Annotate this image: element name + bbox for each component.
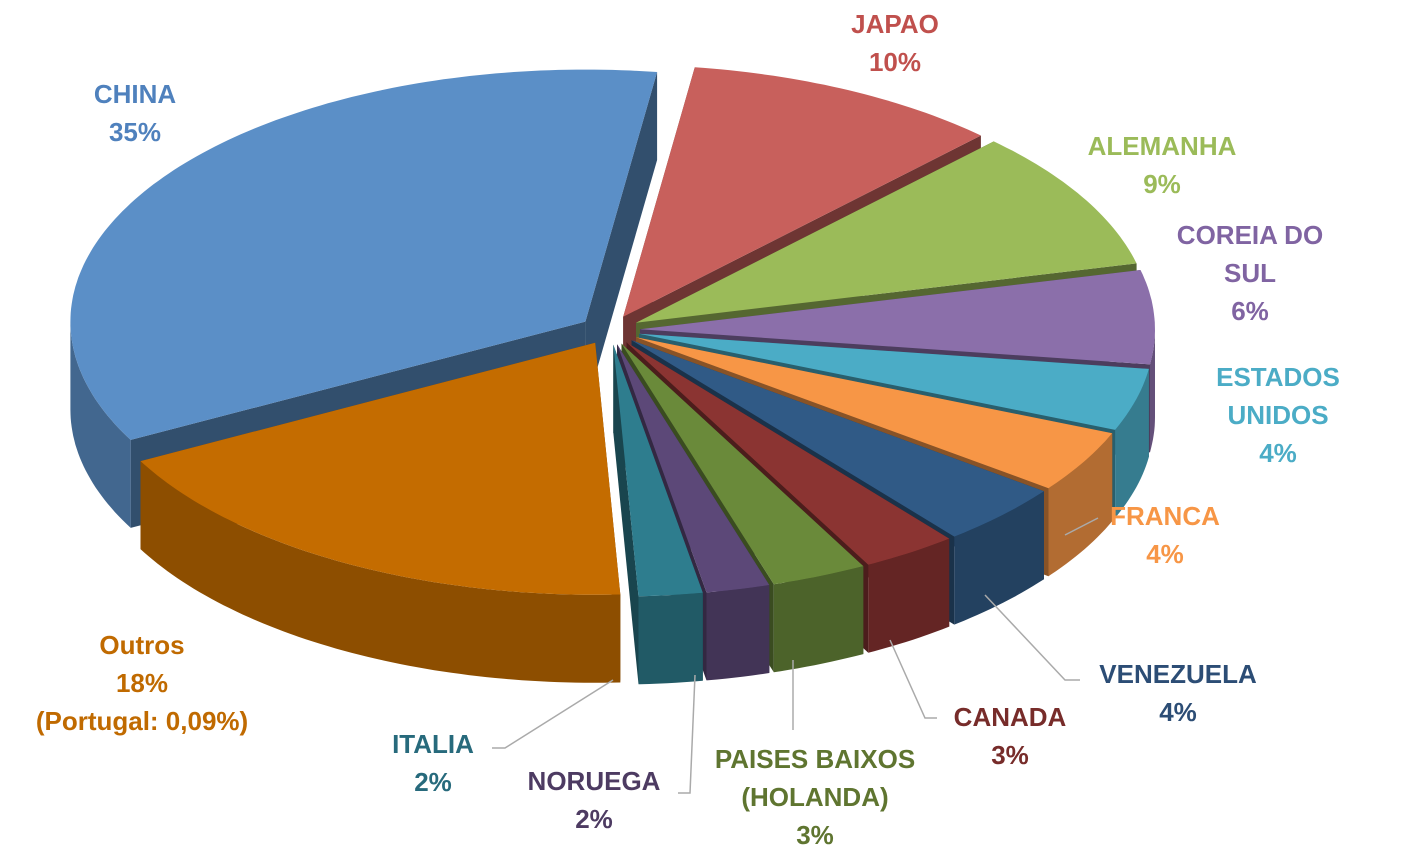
data-label: ITALIA 2%	[392, 725, 474, 801]
category-label: JAPAO	[851, 9, 939, 39]
value-label: 2%	[575, 804, 613, 834]
category-label: COREIA DO SUL	[1176, 220, 1324, 288]
category-label: ITALIA	[392, 729, 474, 759]
category-label: ALEMANHA	[1087, 131, 1237, 161]
category-label: VENEZUELA	[1099, 659, 1257, 689]
value-label: 35%	[108, 117, 162, 147]
annotation: (Portugal: 0,09%)	[35, 706, 249, 736]
slice-wall	[638, 592, 703, 685]
category-label: CHINA	[93, 79, 177, 109]
category-label: ESTADOS UNIDOS	[1216, 362, 1340, 430]
data-label: PAISES BAIXOS (HOLANDA) 3%	[695, 740, 935, 853]
slice	[613, 344, 703, 685]
category-label: FRANCA	[1110, 501, 1220, 531]
slice	[140, 342, 621, 683]
data-label: ESTADOS UNIDOS 4%	[1210, 358, 1347, 472]
leader-line	[984, 594, 1080, 681]
data-label: COREIA DO SUL 6%	[1168, 216, 1333, 330]
slice-top	[70, 69, 658, 440]
slice-side	[613, 344, 639, 685]
data-label: ALEMANHA 9%	[1088, 127, 1237, 203]
category-label: NORUEGA	[527, 766, 661, 796]
value-label: 3%	[796, 820, 834, 850]
value-label: 2%	[414, 767, 452, 797]
data-label: JAPAO 10%	[851, 5, 939, 81]
slice-top	[626, 342, 950, 565]
data-label: Outros 18% (Portugal: 0,09%)	[36, 626, 248, 740]
leader-line	[678, 674, 696, 794]
slice-wall	[70, 321, 131, 528]
slice-wall	[773, 566, 864, 673]
slice-top	[617, 344, 770, 593]
value-label: 18%	[115, 668, 169, 698]
category-label: CANADA	[953, 702, 1067, 732]
slice-wall	[1150, 329, 1155, 453]
category-label: Outros	[99, 630, 185, 660]
leader-line	[889, 639, 937, 719]
slice-top	[636, 337, 1113, 489]
slice-wall	[868, 538, 950, 653]
slice-top	[621, 343, 864, 585]
data-label: NORUEGA 2%	[528, 762, 661, 838]
slice-top	[613, 344, 703, 597]
value-label: 4%	[1146, 539, 1184, 569]
data-label: CANADA 3%	[954, 698, 1067, 774]
category-label: PAISES BAIXOS (HOLANDA)	[714, 744, 916, 812]
slice-wall	[140, 461, 621, 683]
slice-wall	[706, 585, 770, 681]
slice-top	[140, 342, 621, 595]
value-label: 9%	[1143, 169, 1181, 199]
slice-top	[623, 67, 981, 317]
slice-top	[636, 141, 1137, 323]
slice-wall	[954, 491, 1044, 625]
value-label: 4%	[1259, 438, 1297, 468]
leader-line	[1064, 517, 1099, 536]
slice-top	[640, 270, 1155, 365]
slice-wall	[1115, 368, 1149, 518]
value-label: 4%	[1159, 697, 1197, 727]
value-label: 3%	[991, 740, 1029, 770]
data-label: VENEZUELA 4%	[1099, 655, 1256, 731]
slice-side	[585, 72, 658, 410]
value-label: 10%	[868, 47, 922, 77]
data-label: FRANCA 4%	[1110, 497, 1220, 573]
leader-line	[492, 679, 614, 749]
slice-top	[631, 340, 1044, 537]
slice-wall	[1048, 433, 1113, 577]
slice-top	[639, 333, 1149, 430]
data-label: CHINA 35%	[94, 75, 176, 151]
value-label: 6%	[1231, 296, 1269, 326]
